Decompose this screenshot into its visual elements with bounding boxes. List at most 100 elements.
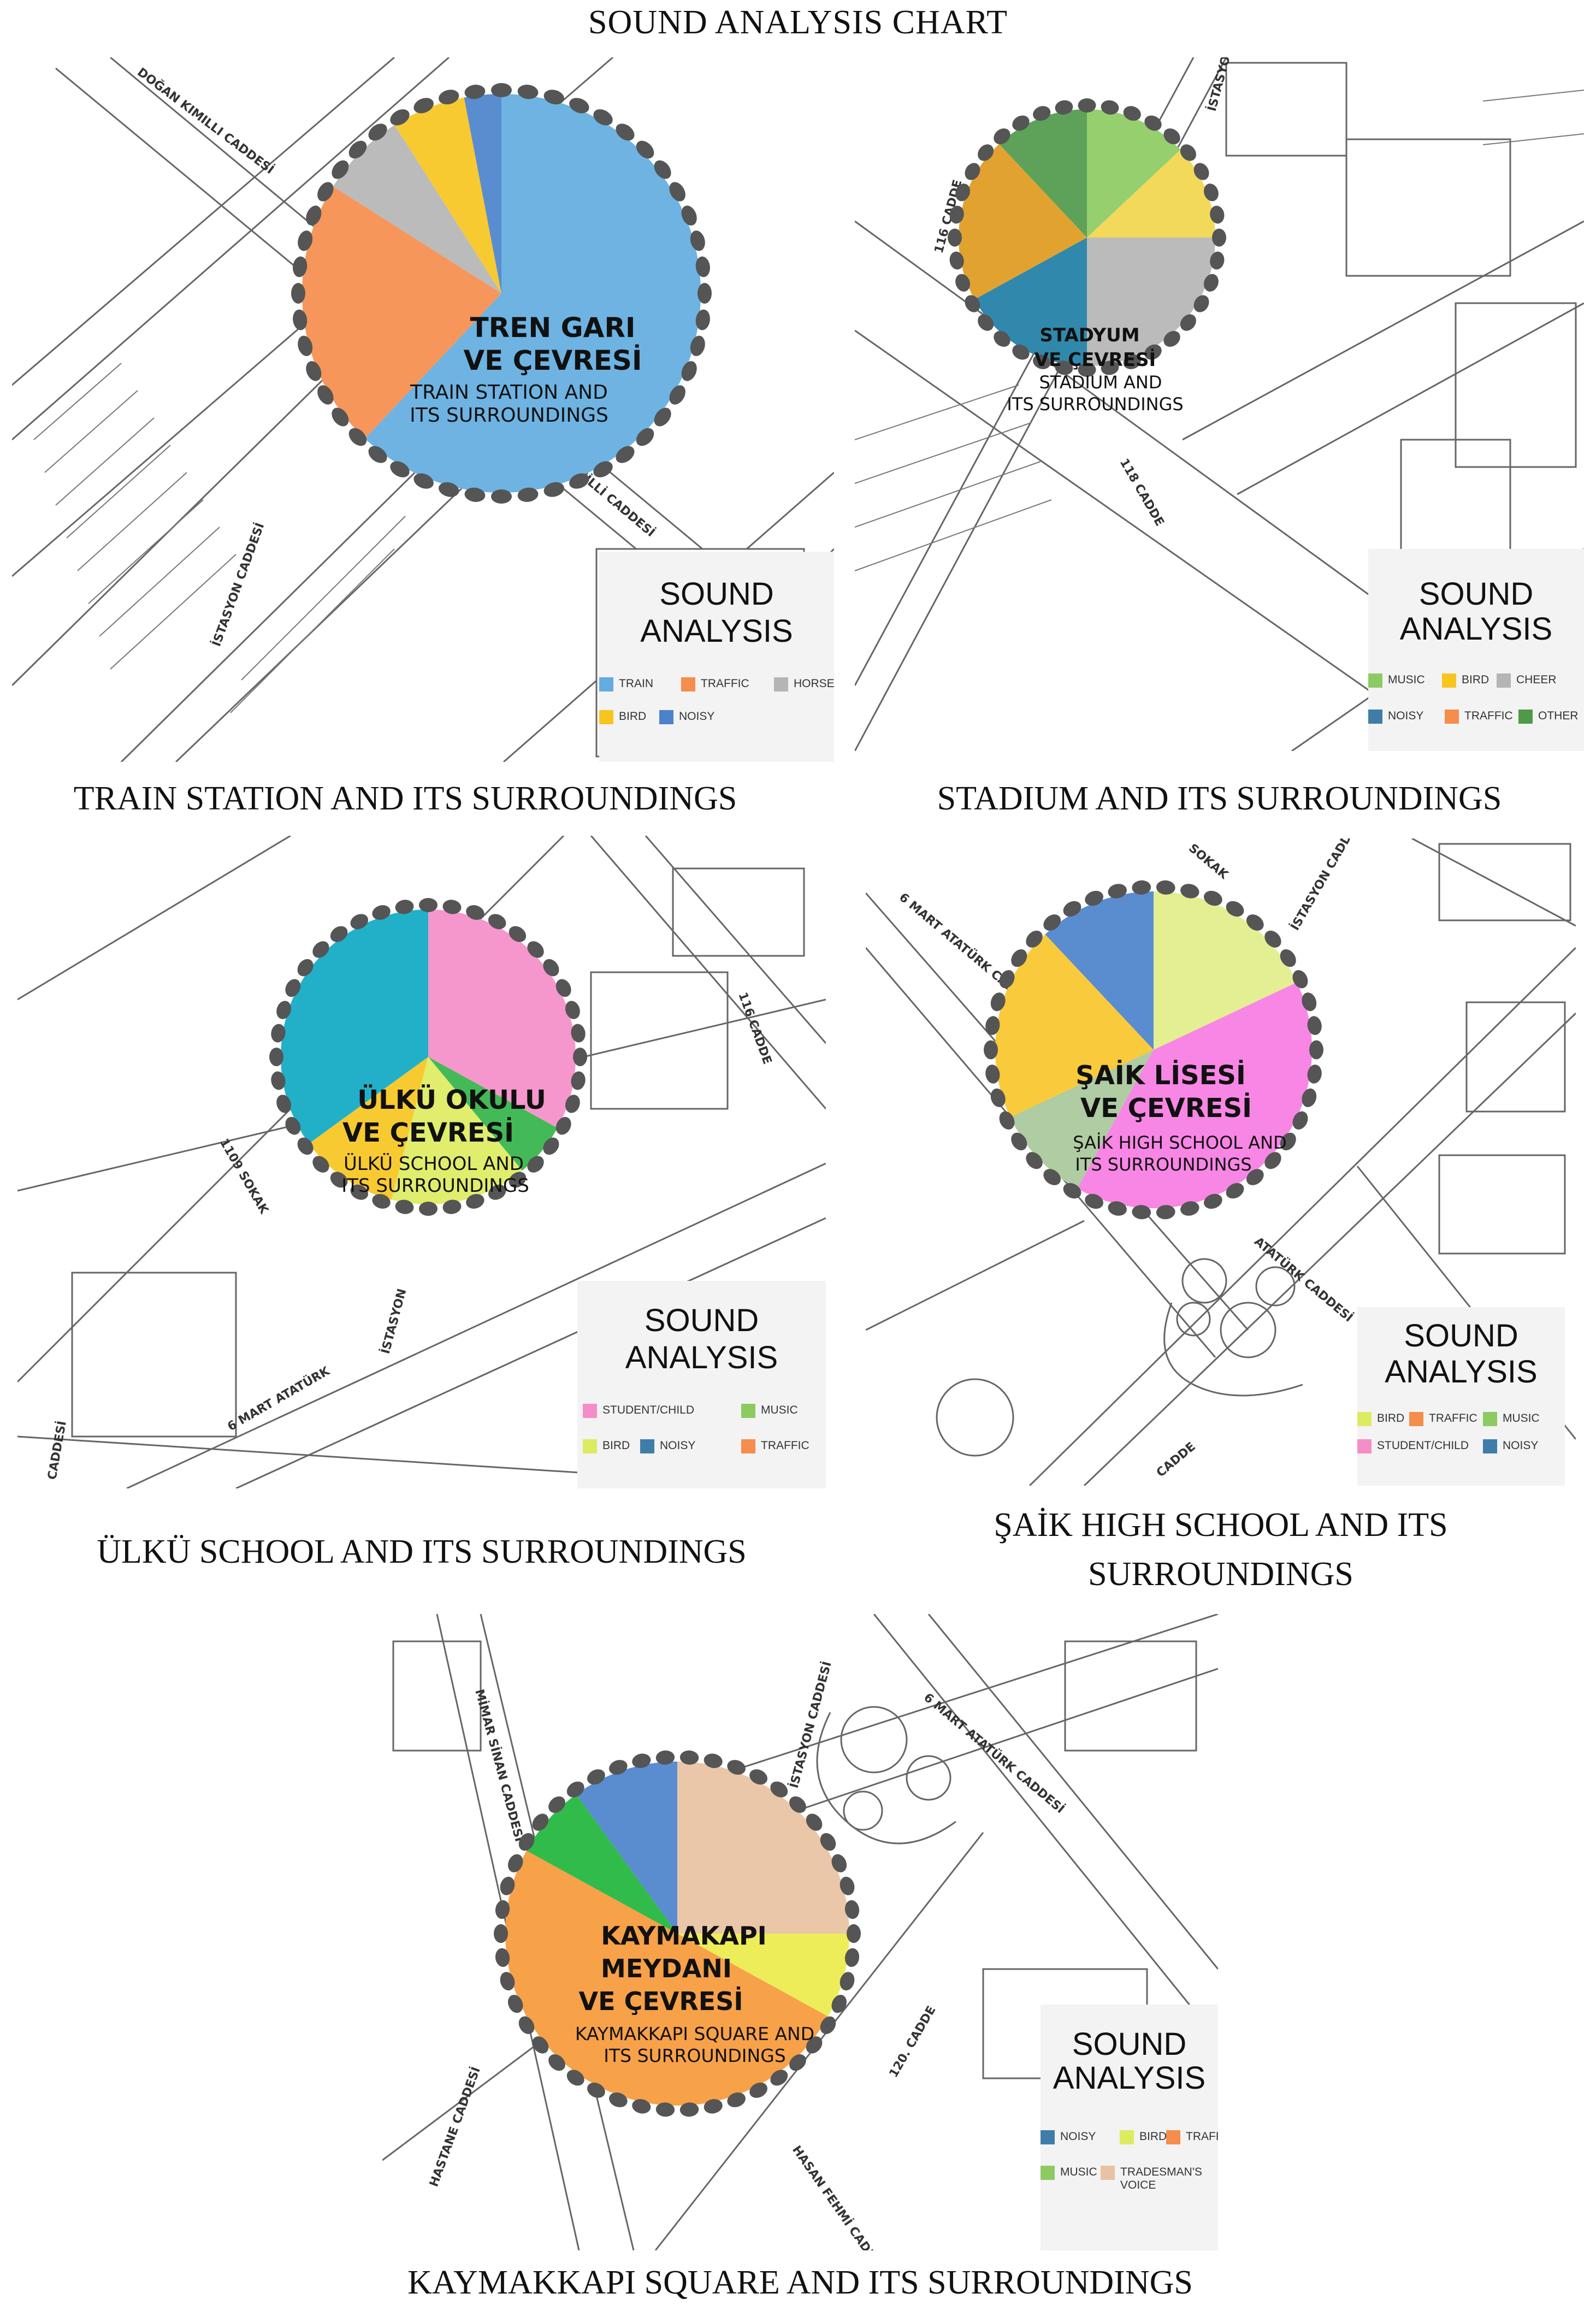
road-label: MİMAR SİNAN CADDESİ	[472, 1688, 527, 1843]
legend-label: MUSIC	[1060, 2166, 1097, 2178]
pie-rim-bead	[999, 1111, 1015, 1130]
pie-rim-bead	[271, 1024, 286, 1043]
pie-slice-bird	[1087, 150, 1215, 238]
pie-rim-bead	[1180, 314, 1196, 331]
map-stadium: İSTASYON 116 CADDE 118 CADDE STADYUM VE …	[855, 57, 1584, 751]
pie-rim-bead	[330, 926, 348, 942]
pie-label-tr: KAYMAKAPI	[601, 1921, 767, 1951]
pie-rim-bead	[1055, 100, 1073, 115]
legend-kaymakkapi-square: SOUND ANALYSIS NOISY BIRD TRAFFIC MUSIC …	[1041, 2005, 1218, 2250]
road-label: 118 CADDE	[1117, 457, 1167, 529]
pie-rim-bead	[844, 1948, 860, 1967]
pie-slice-bird	[677, 1934, 849, 2017]
pie-rim-bead	[464, 487, 486, 502]
legend-swatch	[681, 677, 695, 691]
pie-rim-bead	[1108, 884, 1127, 899]
pie-label-tr: VE ÇEVRESİ	[1080, 1092, 1252, 1124]
pie-rim-bead	[789, 1796, 806, 1813]
pie-rim-bead	[994, 330, 1010, 347]
pie-label-en: ŞAİK HIGH SCHOOL AND	[1073, 1132, 1286, 1153]
pie-rim-bead	[587, 1769, 605, 1785]
pie-label-tr: ÜLKÜ OKULU	[357, 1084, 546, 1115]
legend-swatch	[583, 1404, 597, 1418]
pie-label-tr: MEYDANI	[601, 1954, 732, 1983]
pie-rim-bead	[727, 1760, 746, 1775]
pie-slice-cheer	[1087, 238, 1215, 366]
pie-rim-bead	[332, 160, 349, 179]
pie-rim-bead	[372, 905, 391, 920]
road-label: HASTANE CADDESİ	[427, 2065, 483, 2189]
pie-slice-traffic	[959, 144, 1087, 300]
pie-slice-horse	[333, 125, 501, 293]
pie-slice-bird	[394, 97, 501, 293]
pie-slice-train	[365, 94, 701, 493]
pie-rim-bead	[518, 2016, 535, 2035]
legend-item-student-child: STUDENT/CHILD	[1357, 1439, 1469, 1453]
pie-rim-bead	[1193, 163, 1209, 180]
legend-swatch	[1368, 673, 1382, 688]
road-label: İSTASYON	[379, 1287, 410, 1356]
legend-title: SOUND	[659, 576, 774, 612]
pie-rim-bead	[413, 473, 434, 489]
legend-label: BIRD	[1139, 2130, 1167, 2143]
legend-item-cheer: CHEER	[1497, 673, 1557, 688]
pie-rim-bead	[348, 428, 367, 446]
road-label: CADDESİ	[45, 1420, 69, 1481]
road-label: CADDE	[1154, 1440, 1198, 1480]
legend-swatch	[1101, 2166, 1115, 2180]
pie-rim-bead	[1264, 930, 1281, 948]
pie-rim-bead	[978, 314, 994, 331]
pie-stadium	[948, 98, 1226, 377]
pie-rim-bead	[269, 1047, 283, 1067]
pie-rim-bead	[1055, 360, 1073, 375]
map-ulku-school: 1109 SOKAK 116 CADDE 6 MART ATATÜRK CADD…	[17, 836, 826, 1488]
pie-rim-bead	[1033, 106, 1051, 121]
pie-rim-bead	[655, 2102, 675, 2117]
legend-train-station: SOUND ANALYSIS TRAIN TRAFFIC HORSE BIRD …	[599, 552, 834, 762]
legend-title: ANALYSIS	[1385, 1354, 1538, 1390]
pie-rim-bead	[555, 979, 571, 997]
pie-label-tr: ŞAİK LİSESİ	[1075, 1060, 1246, 1091]
pie-slice-tradesman-s-voice	[677, 1762, 849, 1934]
pie-rim-bead	[616, 123, 635, 141]
legend-saik-high-school: SOUND ANALYSIS BIRD TRAFFIC MUSIC STUDEN…	[1357, 1307, 1565, 1486]
legend-swatch	[1483, 1439, 1497, 1453]
pie-rim-bead	[276, 1001, 292, 1019]
pie-rim-bead	[1307, 1065, 1322, 1084]
pie-slice-noisy	[464, 94, 501, 293]
panel-saik-high-school: SOKAK İSTASYON CADDESİ 6 MART ATATÜRK CA…	[866, 838, 1576, 1486]
legend-swatch	[1041, 2166, 1055, 2180]
road-label: İSTASYON CADDESİ	[1288, 838, 1366, 933]
pie-rim-bead	[1063, 1183, 1081, 1199]
legend-item-train: TRAIN	[599, 677, 653, 691]
legend-label: MUSIC	[761, 1404, 798, 1416]
pie-rim-bead	[1156, 1205, 1175, 1220]
pie-label-tr: STADYUM	[1039, 324, 1139, 346]
legend-swatch	[1368, 710, 1382, 724]
legend-item-bird: BIRD	[599, 710, 646, 724]
pie-rim-bead	[1203, 184, 1219, 202]
pie-rim-bead	[1085, 1193, 1103, 1209]
pie-rim-bead	[293, 256, 308, 277]
pie-rim-bead	[1210, 251, 1225, 270]
pie-rim-bead	[548, 1796, 565, 1813]
pie-rim-bead	[565, 1001, 580, 1019]
pie-slice-traffic	[302, 186, 501, 439]
pie-rim-bead	[831, 1995, 847, 2013]
pie-rim-bead	[669, 385, 685, 405]
pie-slice-music	[428, 1057, 558, 1171]
panel-train-station: DOĞAN KIMILLI CADDESİ İSTASYON CADDESİ K…	[12, 57, 834, 762]
pie-rim-bead	[306, 361, 322, 381]
pie-rim-bead	[955, 274, 971, 292]
pie-rim-bead	[1307, 1016, 1322, 1035]
pie-rim-bead	[312, 1156, 329, 1173]
pie-rim-bead	[291, 283, 305, 304]
legend-label: NOISY	[1060, 2130, 1096, 2143]
legend-item-bird: BIRD	[1120, 2130, 1167, 2144]
pie-rim-bead	[949, 205, 964, 224]
legend-title: SOUND	[1404, 1318, 1518, 1353]
pie-rim-bead	[548, 2054, 565, 2071]
pie-rim-bead	[1043, 914, 1061, 931]
map-saik-high-school: SOKAK İSTASYON CADDESİ 6 MART ATATÜRK CA…	[866, 838, 1576, 1486]
map-kaymakkapi-square: MİMAR SİNAN CADDESİ İSTASYON CADDESİ 6 M…	[382, 1614, 1218, 2250]
